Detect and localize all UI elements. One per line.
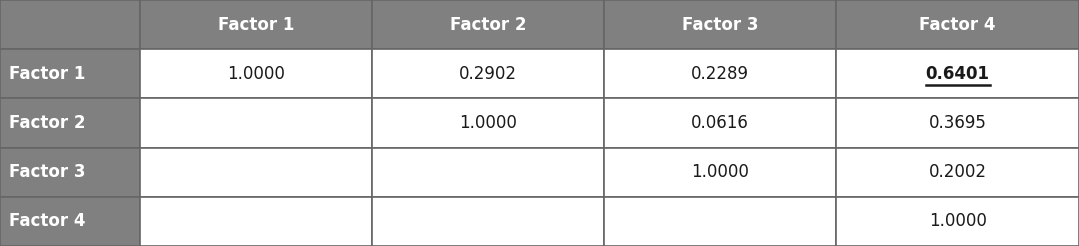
Bar [836,0,1079,49]
Text: Factor 3: Factor 3 [9,163,85,181]
Bar [604,49,836,98]
Bar [604,0,836,49]
Bar [372,98,604,148]
Bar [140,49,372,98]
Text: Factor 4: Factor 4 [919,15,996,34]
Bar [604,98,836,148]
Text: 0.2289: 0.2289 [692,65,749,83]
Bar [372,148,604,197]
Bar [0,148,140,197]
Bar [0,0,140,49]
Bar [140,148,372,197]
Bar [372,49,604,98]
Text: 1.0000: 1.0000 [460,114,517,132]
Bar [604,148,836,197]
Bar [836,197,1079,246]
Bar [0,49,140,98]
Text: 0.3695: 0.3695 [929,114,986,132]
Text: Factor 1: Factor 1 [9,65,85,83]
Text: 0.6401: 0.6401 [926,65,989,83]
Text: 1.0000: 1.0000 [929,212,986,231]
Text: 0.2902: 0.2902 [460,65,517,83]
Bar [0,197,140,246]
Text: 1.0000: 1.0000 [692,163,749,181]
Bar [372,0,604,49]
Bar [140,98,372,148]
Text: 1.0000: 1.0000 [228,65,285,83]
Text: Factor 2: Factor 2 [9,114,85,132]
Bar [372,197,604,246]
Bar [0,98,140,148]
Text: Factor 3: Factor 3 [682,15,759,34]
Text: 0.2002: 0.2002 [929,163,986,181]
Text: Factor 2: Factor 2 [450,15,527,34]
Bar [836,148,1079,197]
Bar [836,49,1079,98]
Bar [140,197,372,246]
Bar [140,0,372,49]
Bar [836,98,1079,148]
Text: Factor 1: Factor 1 [218,15,295,34]
Text: 0.0616: 0.0616 [692,114,749,132]
Text: Factor 4: Factor 4 [9,212,85,231]
Bar [604,197,836,246]
